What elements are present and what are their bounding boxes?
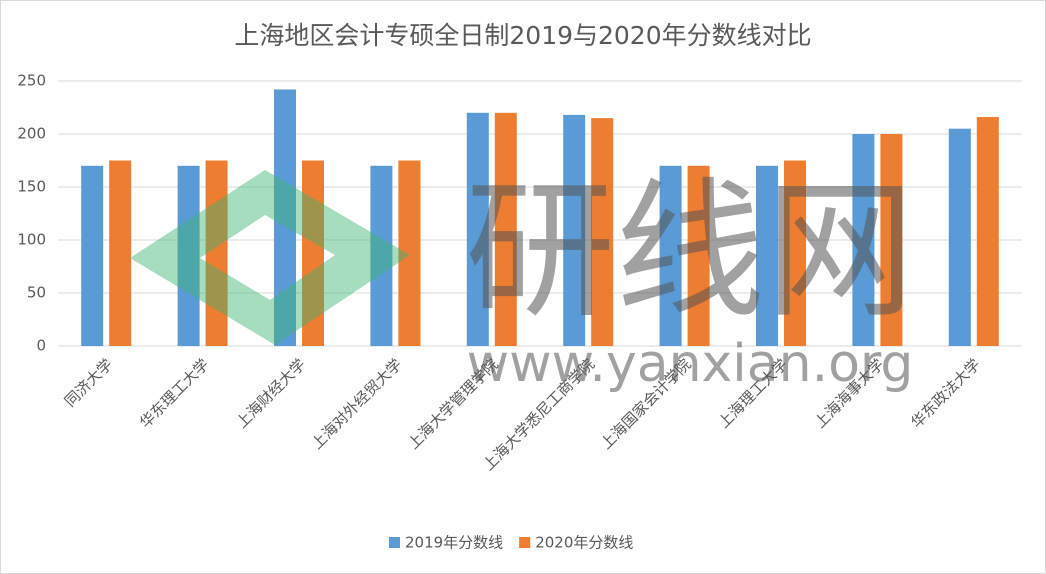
watermark-text: 研线网: [465, 165, 915, 339]
bar: [852, 134, 875, 346]
legend: 2019年分数线 2020年分数线: [389, 534, 633, 552]
bar: [494, 112, 517, 346]
bar: [302, 160, 324, 346]
bar: [948, 128, 971, 346]
legend-swatch: [389, 537, 400, 548]
watermark: [130, 170, 410, 345]
watermark-url: www.yanxian.org: [467, 334, 914, 394]
bar: [784, 160, 806, 346]
y-tick-label: 200: [17, 125, 46, 143]
bar: [205, 160, 228, 346]
bar: [81, 165, 104, 346]
y-tick-label: 100: [17, 231, 46, 249]
bar: [370, 165, 393, 346]
bar: [880, 134, 903, 346]
watermark-logo: [130, 170, 410, 345]
bars: [81, 89, 999, 346]
bar: [177, 165, 200, 346]
bar: [398, 160, 421, 346]
y-tick-label: 50: [27, 284, 46, 302]
legend-swatch: [519, 537, 531, 548]
bar: [659, 165, 682, 346]
chart-title: 上海地区会计专硕全日制2019与2020年分数线对比: [234, 21, 811, 50]
y-tick-label: 150: [17, 178, 46, 196]
bar: [563, 114, 586, 346]
bar: [591, 118, 614, 346]
bar: [466, 112, 489, 346]
legend-label: 2019年分数线: [405, 534, 503, 552]
bar: [109, 160, 132, 346]
legend-label: 2020年分数线: [535, 534, 633, 552]
y-tick-label: 0: [36, 337, 46, 355]
y-tick-label: 250: [17, 72, 46, 90]
bar: [756, 165, 778, 346]
bar: [274, 89, 296, 346]
bar: [687, 165, 710, 346]
bar: [976, 117, 999, 346]
